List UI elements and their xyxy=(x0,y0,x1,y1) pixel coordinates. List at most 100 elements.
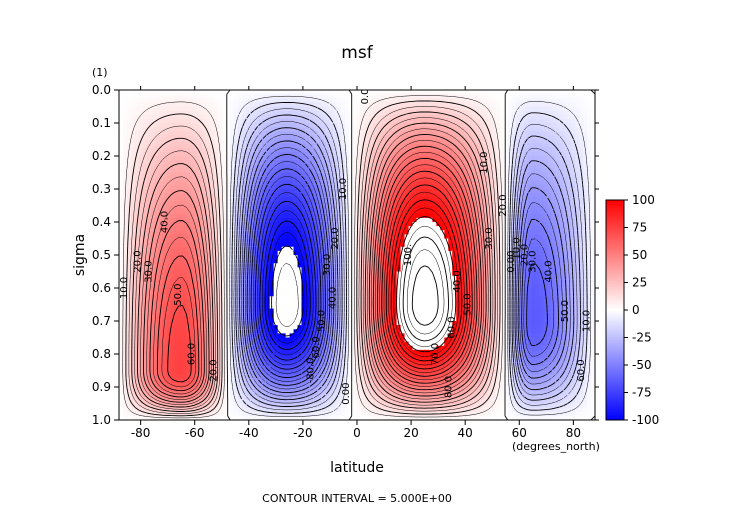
heatmap-cell xyxy=(214,114,219,120)
heatmap-cell xyxy=(511,226,517,231)
heatmap-cell xyxy=(543,160,548,165)
heatmap-cell xyxy=(253,98,259,103)
heatmap-cell xyxy=(297,114,303,120)
heatmap-cell xyxy=(150,222,156,227)
heatmap-cell xyxy=(448,90,453,95)
heatmap-cell xyxy=(170,189,176,194)
heatmap-cell xyxy=(483,242,489,248)
heatmap-cell xyxy=(317,189,322,194)
heatmap-cell xyxy=(372,217,378,223)
heatmap-cell xyxy=(539,184,545,190)
heatmap-cell xyxy=(218,168,223,174)
heatmap-cell xyxy=(543,226,548,231)
heatmap-cell xyxy=(559,201,564,207)
heatmap-cell xyxy=(360,193,366,198)
heatmap-cell xyxy=(487,242,493,248)
heatmap-cell xyxy=(198,160,203,165)
heatmap-cell xyxy=(202,222,207,227)
heatmap-cell xyxy=(158,90,164,95)
heatmap-cell xyxy=(408,226,414,231)
heatmap-cell xyxy=(222,189,227,194)
heatmap-cell xyxy=(380,143,386,149)
heatmap-cell xyxy=(388,143,394,149)
heatmap-cell xyxy=(555,172,560,178)
heatmap-cell xyxy=(293,201,299,207)
heatmap-cell xyxy=(448,147,453,153)
heatmap-cell xyxy=(575,94,580,99)
heatmap-cell xyxy=(388,230,394,235)
heatmap-cell xyxy=(456,118,461,124)
heatmap-cell xyxy=(444,217,449,223)
heatmap-cell xyxy=(249,193,255,198)
heatmap-cell xyxy=(432,143,437,149)
heatmap-cell xyxy=(293,259,299,264)
heatmap-cell xyxy=(134,193,140,198)
heatmap-cell xyxy=(456,106,461,112)
heatmap-cell xyxy=(503,184,509,190)
heatmap-cell xyxy=(321,189,326,194)
heatmap-cell xyxy=(392,164,398,169)
heatmap-cell xyxy=(170,135,176,141)
heatmap-cell xyxy=(357,222,362,227)
heatmap-cell xyxy=(575,156,580,161)
heatmap-cell xyxy=(170,209,176,215)
heatmap-cell xyxy=(206,127,211,132)
heatmap-cell xyxy=(345,209,350,215)
heatmap-cell xyxy=(194,180,199,186)
heatmap-cell xyxy=(464,193,469,198)
heatmap-cell xyxy=(253,250,259,256)
heatmap-cell xyxy=(234,139,239,145)
heatmap-cell xyxy=(245,168,251,174)
heatmap-cell xyxy=(551,234,556,240)
heatmap-cell xyxy=(174,143,180,149)
heatmap-cell xyxy=(499,180,505,186)
heatmap-cell xyxy=(222,94,227,99)
heatmap-cell xyxy=(424,242,429,248)
heatmap-cell xyxy=(499,168,505,174)
heatmap-cell xyxy=(218,209,223,215)
heatmap-cell xyxy=(341,160,346,165)
heatmap-cell xyxy=(543,156,548,161)
heatmap-cell xyxy=(226,255,231,260)
heatmap-cell xyxy=(186,106,191,112)
heatmap-cell xyxy=(142,168,148,174)
heatmap-cell xyxy=(353,151,358,157)
heatmap-cell xyxy=(218,135,223,141)
heatmap-cell xyxy=(166,139,172,145)
heatmap-cell xyxy=(388,180,394,186)
heatmap-cell xyxy=(563,238,568,244)
heatmap-cell xyxy=(313,94,318,99)
y-units-label: (1) xyxy=(92,66,108,79)
heatmap-cell xyxy=(416,217,422,223)
heatmap-cell xyxy=(273,234,279,240)
heatmap-cell xyxy=(543,147,548,153)
heatmap-cell xyxy=(559,217,564,223)
heatmap-cell xyxy=(166,189,172,194)
heatmap-cell xyxy=(210,118,215,124)
heatmap-cell xyxy=(325,205,330,211)
heatmap-cell xyxy=(281,147,287,153)
heatmap-cell xyxy=(388,102,394,108)
heatmap-cell xyxy=(178,213,184,219)
heatmap-cell xyxy=(424,246,429,252)
heatmap-cell xyxy=(428,246,433,252)
heatmap-cell xyxy=(428,197,433,202)
heatmap-cell xyxy=(404,114,410,120)
heatmap-cell xyxy=(245,242,251,248)
heatmap-cell xyxy=(575,102,580,108)
heatmap-cell xyxy=(317,94,322,99)
heatmap-cell xyxy=(277,180,283,186)
heatmap-cell xyxy=(567,106,572,112)
heatmap-cell xyxy=(174,242,180,248)
heatmap-cell xyxy=(575,114,580,120)
heatmap-cell xyxy=(384,110,390,116)
heatmap-cell xyxy=(301,234,307,240)
heatmap-cell xyxy=(190,213,195,219)
heatmap-cell xyxy=(479,143,485,149)
heatmap-cell xyxy=(535,139,541,145)
heatmap-cell xyxy=(408,197,414,202)
heatmap-cell xyxy=(535,193,541,198)
heatmap-cell xyxy=(591,94,595,99)
heatmap-cell xyxy=(329,255,334,260)
heatmap-cell xyxy=(563,226,568,231)
